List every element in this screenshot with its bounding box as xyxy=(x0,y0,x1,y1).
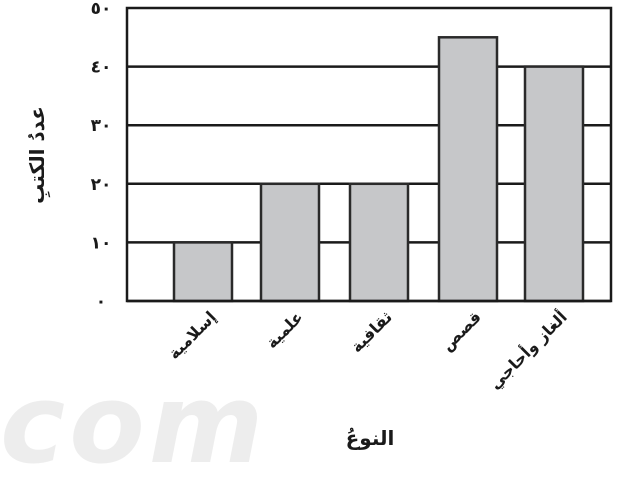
y-tick-label: ٥٠ xyxy=(91,0,112,19)
bar xyxy=(348,182,410,303)
y-tick-label: ٣٠ xyxy=(91,116,112,136)
x-tick-label: ألغاز وأحاجي xyxy=(485,307,572,394)
bar xyxy=(437,36,499,303)
x-tick-label: إسلامية xyxy=(164,307,220,363)
x-tick-label: قصص xyxy=(437,307,484,354)
x-tick-label: علمية xyxy=(262,307,307,352)
y-tick-label: ٠ xyxy=(96,292,106,312)
bar xyxy=(523,65,585,303)
x-tick-label: ثقافية xyxy=(347,307,396,356)
y-tick-label: ٤٠ xyxy=(91,58,112,78)
watermark: com xyxy=(0,360,268,488)
y-axis-label: عددُ الكتبِ xyxy=(25,106,51,204)
bar xyxy=(259,182,321,303)
y-tick-label: ٢٠ xyxy=(91,175,112,195)
y-tick-label: ١٠ xyxy=(91,233,112,253)
y-axis-ticks: ٠ ١٠ ٢٠ ٣٠ ٤٠ ٥٠ xyxy=(91,0,112,312)
bars xyxy=(127,36,611,303)
bar-chart: ٠ ١٠ ٢٠ ٣٠ ٤٠ ٥٠ إسلامية علمية ثقافية قصص ألغاز و… xyxy=(25,0,613,450)
x-axis-label: النوعُ xyxy=(346,426,395,450)
bar xyxy=(172,241,234,303)
